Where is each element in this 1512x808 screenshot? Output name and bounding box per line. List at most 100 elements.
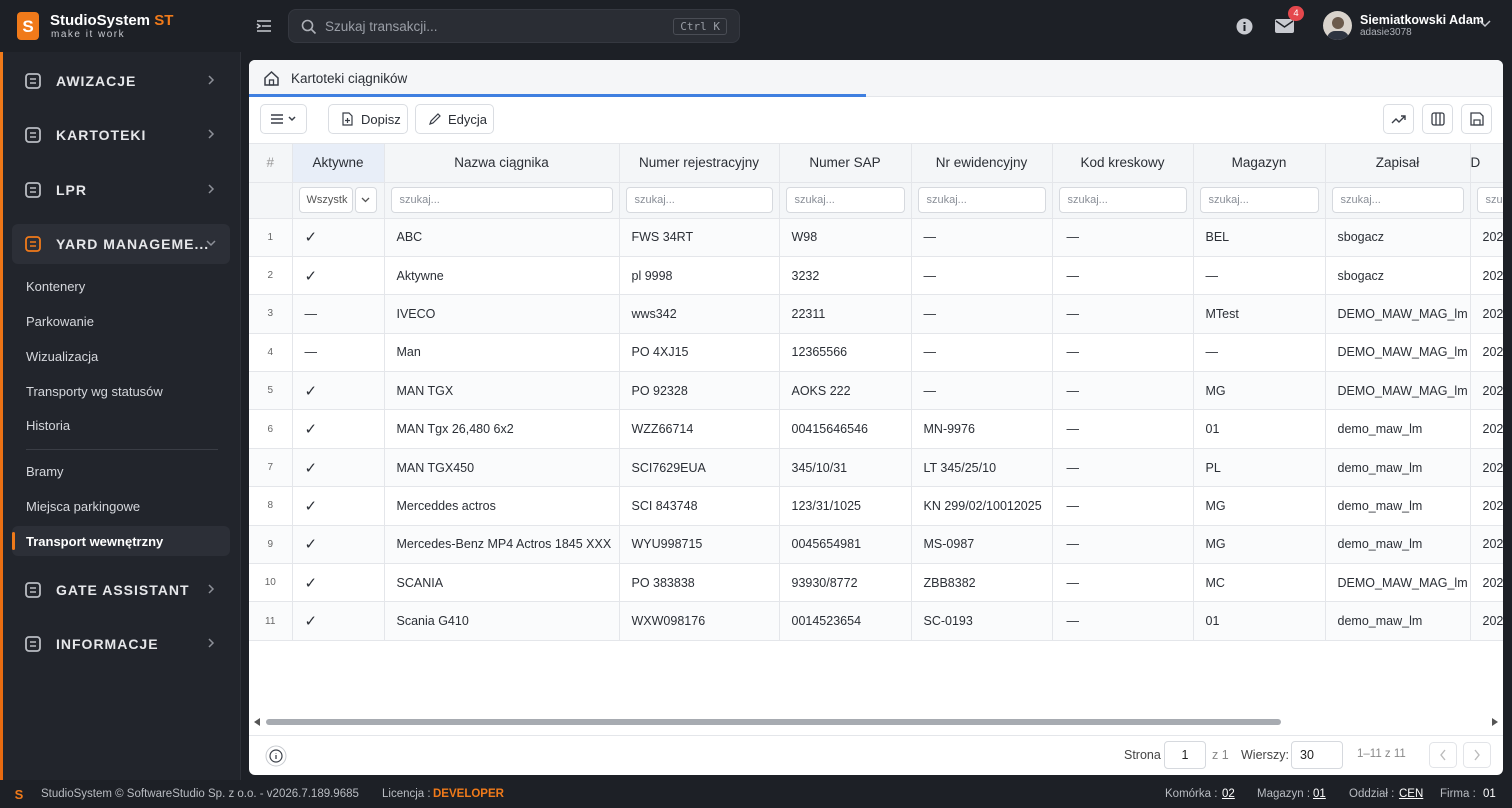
table-row[interactable]: 4— Man PO 4XJ15 12365566— — — DEMO_MAW_MAG_lm 2… bbox=[249, 333, 1503, 373]
filter-input[interactable]: szukaj... bbox=[1058, 187, 1187, 213]
filter-select-toggle[interactable] bbox=[354, 187, 377, 213]
chart-button[interactable] bbox=[1383, 104, 1414, 134]
nav-group[interactable]: LPR bbox=[12, 170, 230, 210]
page-total: z 1 bbox=[1212, 748, 1229, 762]
table-row[interactable]: 10 ✓ SCANIA PO 383838 93930/8772 ZBB8382— MC DE… bbox=[249, 563, 1503, 603]
horizontal-scrollbar[interactable] bbox=[253, 717, 1499, 727]
nav-item[interactable]: Miejsca parkingowe bbox=[26, 498, 141, 514]
table-row[interactable]: 9 ✓ Mercedes-Benz MP4 Actros 1845 XXX WYU99… bbox=[249, 525, 1503, 565]
nav-group[interactable]: GATE ASSISTANT bbox=[12, 570, 230, 610]
table-row[interactable]: 1 ✓ ABC FWS 34RT W98— — BEL sbogacz 202 bbox=[249, 218, 1503, 257]
column-header[interactable]: Aktywne bbox=[292, 144, 385, 183]
page-input[interactable]: 1 bbox=[1164, 741, 1206, 769]
nav-item[interactable]: Kontenery bbox=[26, 278, 86, 294]
cell: BEL bbox=[1193, 218, 1326, 257]
table-row[interactable]: 8 ✓ Merceddes actros SCI 843748 123/31/1025 K… bbox=[249, 486, 1503, 526]
tab-title[interactable]: Kartoteki ciągników bbox=[291, 71, 408, 86]
cell[interactable]: 02 bbox=[1222, 788, 1235, 800]
column-header[interactable]: Kod kreskowy bbox=[1052, 144, 1194, 183]
info-button[interactable] bbox=[1236, 18, 1253, 35]
view-menu-button[interactable] bbox=[260, 104, 307, 134]
accent-strip bbox=[0, 52, 3, 780]
row-number: 11 bbox=[249, 601, 293, 641]
avatar[interactable] bbox=[1323, 11, 1352, 40]
filter-input[interactable]: szukaj... bbox=[917, 187, 1046, 213]
nav-group[interactable]: KARTOTEKI bbox=[12, 115, 230, 155]
cell: MN-9976 bbox=[911, 409, 1053, 449]
cell: 202 bbox=[1470, 256, 1503, 296]
scroll-left[interactable] bbox=[253, 718, 261, 726]
filter-input[interactable]: szukaj... bbox=[1331, 187, 1464, 213]
filter-input[interactable]: szukaj... bbox=[390, 187, 613, 213]
nav-item[interactable]: Transport wewnętrzny bbox=[12, 526, 230, 556]
column-header[interactable]: # bbox=[249, 144, 293, 183]
add-button[interactable]: Dopisz bbox=[328, 104, 408, 134]
user-menu-chevron[interactable] bbox=[1479, 20, 1491, 28]
column-header[interactable]: D bbox=[1470, 144, 1503, 183]
menu-icon bbox=[270, 114, 296, 124]
column-header[interactable]: Numer rejestracyjny bbox=[619, 144, 780, 183]
filter-input[interactable]: szukaj... bbox=[1199, 187, 1319, 213]
column-header[interactable]: Zapisał bbox=[1325, 144, 1471, 183]
filter-input[interactable]: szukaj... bbox=[1476, 187, 1503, 213]
messages-button[interactable] bbox=[1275, 19, 1294, 33]
filter-row: Wszystk szukaj... szukaj... szukaj... szukaj… bbox=[249, 182, 1503, 219]
next-page[interactable] bbox=[1463, 742, 1491, 768]
cell: — bbox=[911, 371, 1053, 411]
edit-button[interactable]: Edycja bbox=[415, 104, 494, 134]
filter-input[interactable]: szukaj... bbox=[785, 187, 905, 213]
table-row[interactable]: 11 ✓ Scania G410 WXW098176 0014523654 SC-0193… bbox=[249, 601, 1503, 641]
cell: sbogacz bbox=[1325, 256, 1471, 296]
table-row[interactable]: 6 ✓ MAN Tgx 26,480 6x2 WZZ66714 00415646546 M… bbox=[249, 409, 1503, 449]
columns-button[interactable] bbox=[1422, 104, 1453, 134]
table-row[interactable]: 3— IVECO wws342 22311— — MTest DEMO_MAW_MAG_lm… bbox=[249, 294, 1503, 334]
scroll-thumb[interactable] bbox=[266, 719, 1281, 725]
nav-group-label: GATE ASSISTANT bbox=[56, 582, 190, 598]
cell: DEMO_MAW_MAG_lm bbox=[1325, 563, 1471, 603]
cell: Man bbox=[384, 333, 620, 373]
rows-input[interactable]: 30 bbox=[1291, 741, 1343, 769]
tab-bar: Kartoteki ciągników bbox=[249, 60, 1503, 97]
filter-cell: szukaj... bbox=[1193, 182, 1326, 219]
cell: 12365566 bbox=[779, 333, 912, 373]
nav-item[interactable]: Historia bbox=[26, 417, 71, 433]
chevron bbox=[208, 638, 215, 648]
prev-page[interactable] bbox=[1429, 742, 1457, 768]
cell: IVECO bbox=[384, 294, 620, 334]
warehouse[interactable]: 01 bbox=[1313, 788, 1326, 800]
column-header[interactable]: Numer SAP bbox=[779, 144, 912, 183]
info-icon[interactable] bbox=[265, 745, 287, 767]
cell: 202 bbox=[1470, 294, 1503, 334]
search-box[interactable]: Szukaj transakcji... Ctrl K bbox=[288, 9, 740, 43]
column-header[interactable]: Magazyn bbox=[1193, 144, 1326, 183]
nav-item[interactable]: Wizualizacja bbox=[26, 348, 99, 364]
nav-item[interactable]: Transporty wg statusów bbox=[26, 383, 163, 399]
filter-select-value: Wszystk bbox=[298, 187, 353, 213]
filter-input[interactable]: szukaj... bbox=[625, 187, 773, 213]
column-header[interactable]: Nr ewidencyjny bbox=[911, 144, 1053, 183]
save-button[interactable] bbox=[1461, 104, 1492, 134]
cell: PL bbox=[1193, 448, 1326, 488]
cell: 202 bbox=[1470, 563, 1503, 603]
filter-cell bbox=[249, 182, 293, 219]
cell: 0045654981 bbox=[779, 525, 912, 565]
menu-toggle[interactable] bbox=[256, 18, 272, 34]
nav-group[interactable]: INFORMACJE bbox=[12, 624, 230, 664]
nav-item[interactable]: Parkowanie bbox=[26, 313, 94, 329]
table-row[interactable]: 5 ✓ MAN TGX PO 92328 AOKS 222— — MG DEMO_MAW_MA… bbox=[249, 371, 1503, 411]
nav-group[interactable]: AWIZACJE bbox=[12, 61, 230, 101]
nav-divider bbox=[26, 449, 218, 450]
group-icon bbox=[25, 582, 41, 598]
cell: 202 bbox=[1470, 525, 1503, 565]
branch[interactable]: CEN bbox=[1399, 788, 1424, 800]
filter-select[interactable]: Wszystk bbox=[298, 187, 378, 213]
column-header[interactable]: Nazwa ciągnika bbox=[384, 144, 620, 183]
home-icon[interactable] bbox=[263, 70, 280, 86]
nav-item[interactable]: Bramy bbox=[26, 463, 64, 479]
scroll-right[interactable] bbox=[1491, 718, 1499, 726]
search-icon bbox=[301, 19, 317, 35]
nav-group[interactable]: YARD MANAGEME... bbox=[12, 224, 230, 264]
table-row[interactable]: 7 ✓ MAN TGX450 SCI7629EUA 345/10/31 LT 345/25… bbox=[249, 448, 1503, 488]
company[interactable]: 01 bbox=[1483, 788, 1496, 800]
table-row[interactable]: 2 ✓ Aktywne pl 9998 3232— — — sbogacz 202 bbox=[249, 256, 1503, 296]
